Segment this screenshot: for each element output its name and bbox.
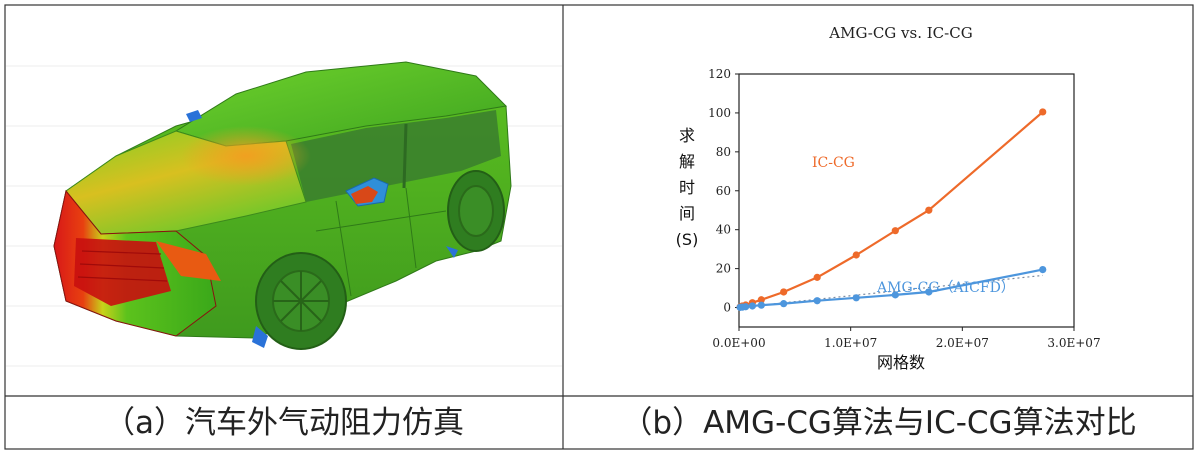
series-label-amg-cg: AMG-CG（AICFD） [876,280,1015,296]
y-axis-label-char: (S) [676,230,699,249]
y-axis-label-char: 间 [679,204,695,223]
data-point-amg-cg [780,300,788,308]
data-point-ic-cg [852,251,860,259]
x-tick-label: 3.0E+07 [1047,336,1100,350]
data-point-amg-cg [813,297,821,305]
data-point-ic-cg [925,206,933,214]
data-point-amg-cg [925,288,933,296]
y-tick-label: 100 [708,106,731,120]
x-tick-label: 2.0E+07 [936,336,989,350]
data-point-amg-cg [1039,265,1047,274]
y-axis-label-char: 解 [679,152,695,171]
data-point-amg-cg [748,302,756,310]
y-tick-label: 60 [716,184,731,198]
data-point-amg-cg [852,294,860,302]
data-point-amg-cg [757,301,765,309]
data-point-amg-cg [742,303,750,311]
data-point-ic-cg [891,227,899,235]
data-point-ic-cg [1039,108,1047,116]
chart-title: AMG-CG vs. IC-CG [828,24,972,42]
y-tick-label: 0 [723,301,731,315]
series-label-ic-cg: IC-CG [812,155,855,171]
y-axis-label-char: 求 [679,126,695,145]
x-axis-ticks: 0.0E+00 1.0E+07 2.0E+07 3.0E+07 [712,327,1101,350]
data-point-ic-cg [757,296,765,304]
data-point-ic-cg [813,273,821,281]
x-axis-label: 网格数 [877,353,925,372]
y-tick-label: 40 [716,223,731,237]
y-axis-ticks: 0 20 40 60 80 100 120 [708,67,739,315]
x-tick-label: 1.0E+07 [824,336,877,350]
plot-border [738,73,1075,328]
comparison-line-chart: AMG-CG vs. IC-CG 0 20 40 60 80 100 120 0.0E+00… [676,24,1101,372]
caption-left: （a）汽车外气动阻力仿真 [104,405,464,441]
y-tick-label: 120 [708,67,731,81]
y-axis-label-char: 时 [679,178,695,197]
plot-area [738,73,1075,328]
x-tick-label: 0.0E+00 [712,336,765,350]
y-tick-label: 20 [716,262,731,276]
series-amg-cg [736,265,1047,311]
data-point-amg-cg [891,291,899,299]
caption-right: （b）AMG-CG算法与IC-CG算法对比 [621,405,1137,441]
series-lines [736,108,1047,311]
data-point-ic-cg [780,288,788,296]
y-tick-label: 80 [716,145,731,159]
car-simulation-image [6,61,562,367]
